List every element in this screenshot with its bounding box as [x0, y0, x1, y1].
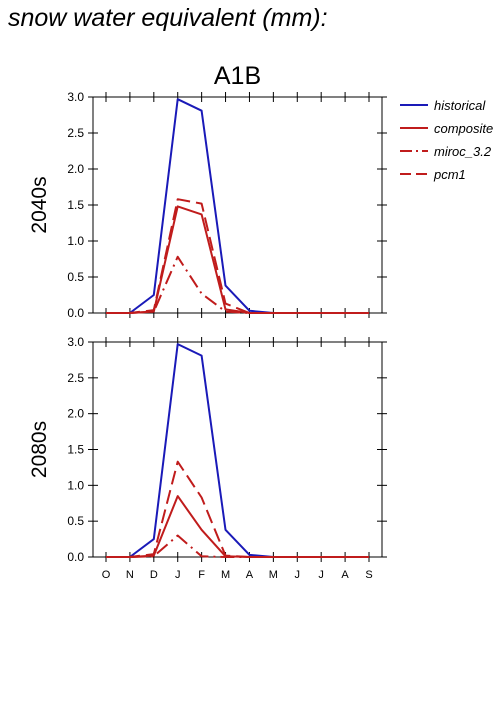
- x-tick-label: J: [295, 569, 301, 581]
- y-tick-label: 0.0: [67, 550, 84, 564]
- series-line-composite: [106, 495, 369, 558]
- y-tick-label: 0.5: [67, 270, 84, 284]
- y-axis-label: 2080s: [28, 421, 51, 478]
- x-tick-label: S: [365, 569, 372, 581]
- y-tick-label: 2.0: [67, 162, 84, 176]
- figure-title: snow water equivalent (mm):: [8, 4, 328, 32]
- plot-frame: [92, 341, 383, 558]
- x-tick-label: J: [175, 569, 181, 581]
- x-tick-label: N: [126, 569, 134, 581]
- legend: historical composite miroc_3.2 pcm1: [400, 98, 493, 182]
- x-tick-label: M: [269, 569, 278, 581]
- x-tick-label: M: [221, 569, 230, 581]
- legend-label: historical: [434, 98, 486, 113]
- y-tick-label: 0.0: [67, 306, 84, 320]
- x-tick-label: D: [150, 569, 158, 581]
- series-line-pcm1: [106, 198, 369, 314]
- x-tick-label: A: [246, 569, 254, 581]
- legend-label: miroc_3.2: [434, 144, 492, 159]
- y-tick-label: 3.0: [67, 90, 84, 104]
- plot-frame: [92, 96, 383, 314]
- panel-2080s: 0.0 0.5 1.0 1.5 2.0 2.5 3.0 O N D J F M A M J J A S 2080s: [28, 335, 387, 581]
- y-tick-label: 1.0: [67, 234, 84, 248]
- y-tick-label: 1.5: [67, 443, 84, 457]
- series-line-miroc_3.2: [106, 255, 369, 314]
- y-tick-label: 0.5: [67, 514, 84, 528]
- series-line-pcm1: [106, 460, 369, 558]
- panel-title: A1B: [214, 62, 261, 90]
- y-tick-label: 2.5: [67, 126, 84, 140]
- panel-2040s: 0.0 0.5 1.0 1.5 2.0 2.5 3.0 A1B 2040s: [28, 62, 387, 320]
- x-tick-label: A: [341, 569, 349, 581]
- x-tick-label: J: [318, 569, 324, 581]
- y-tick-label: 1.5: [67, 198, 84, 212]
- y-tick-label: 2.0: [67, 407, 84, 421]
- y-tick-label: 1.0: [67, 478, 84, 492]
- y-tick-label: 2.5: [67, 371, 84, 385]
- x-tick-label: O: [102, 569, 111, 581]
- x-tick-label: F: [198, 569, 205, 581]
- series-line-historical: [106, 98, 369, 314]
- y-axis-label: 2040s: [28, 176, 51, 233]
- legend-label: composite: [434, 121, 493, 136]
- y-tick-label: 3.0: [67, 335, 84, 349]
- series-line-historical: [106, 343, 369, 558]
- legend-label: pcm1: [433, 167, 466, 182]
